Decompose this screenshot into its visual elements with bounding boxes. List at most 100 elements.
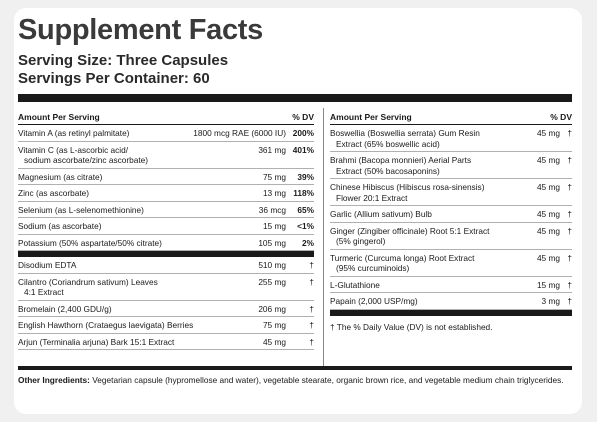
serving-size: Serving Size: Three Capsules <box>18 52 229 69</box>
daily-value: † <box>567 252 572 263</box>
ingredient-amount: 45 mg <box>536 209 560 219</box>
ingredient-name: Potassium (50% aspartate/50% citrate) <box>18 237 162 248</box>
daily-value: 401% <box>292 144 314 155</box>
ingredient-amount: 45 mg <box>536 128 560 138</box>
other-ingredients-label: Other Ingredients: <box>18 375 90 385</box>
section-divider-bar <box>330 309 572 316</box>
daily-value: † <box>567 182 572 192</box>
daily-value: 200% <box>292 128 314 138</box>
nutrient-list: Vitamin A (as retinyl palmitate) 1800 mcg… <box>18 125 314 251</box>
table-row: Zinc (as ascorbate) 13 mg 118% <box>18 185 314 202</box>
ingredient-amount: 361 mg <box>258 144 286 155</box>
ingredient-name: Disodium EDTA <box>18 260 77 270</box>
amount-per-serving-label: Amount Per Serving <box>18 112 100 122</box>
ingredient-amount: 75 mg <box>262 320 286 330</box>
ingredient-amount: 3 mg <box>541 296 560 306</box>
left-column: Amount Per Serving % DV Vitamin A (as re… <box>18 110 314 350</box>
ingredient-list: Disodium EDTA 510 mg † Cilantro (Coriandrum… <box>18 257 314 350</box>
dv-label: % DV <box>550 112 572 122</box>
ingredient-amount: 45 mg <box>536 182 560 192</box>
daily-value: † <box>567 279 572 290</box>
daily-value: 39% <box>297 171 314 182</box>
ingredient-amount: 15 mg <box>262 221 286 231</box>
left-column-header: Amount Per Serving % DV <box>18 110 314 125</box>
table-row: Ginger (Zingiber officinale) Root 5:1 Ex… <box>330 223 572 250</box>
ingredient-name: Garlic (Allium sativum) Bulb <box>330 209 432 219</box>
supplement-facts-panel <box>14 8 582 414</box>
daily-value: <1% <box>297 221 314 231</box>
daily-value: † <box>567 209 572 219</box>
ingredient-amount: 45 mg <box>536 225 560 236</box>
ingredient-amount: 206 mg <box>258 303 286 314</box>
daily-value: † <box>309 260 314 270</box>
table-row: L-Glutathione 15 mg † <box>330 277 572 293</box>
ingredient-name: Zinc (as ascorbate) <box>18 188 90 198</box>
daily-value: 65% <box>297 204 314 215</box>
daily-value: 118% <box>293 188 314 198</box>
daily-value: † <box>567 128 572 138</box>
daily-value: † <box>309 303 314 314</box>
daily-value: † <box>309 320 314 330</box>
ingredient-name: Magnesium (as citrate) <box>18 171 103 182</box>
ingredient-amount: 45 mg <box>536 155 560 165</box>
top-divider-bar <box>18 94 572 102</box>
table-row: Boswellia (Boswellia serrata) Gum Resin E… <box>330 125 572 152</box>
ingredient-name: Ginger (Zingiber officinale) Root 5:1 Ex… <box>330 225 490 247</box>
panel-title: Supplement Facts <box>18 14 263 46</box>
ingredient-name: Sodium (as ascorbate) <box>18 221 102 231</box>
daily-value: † <box>567 296 572 306</box>
section-divider-bar <box>18 251 314 257</box>
daily-value: † <box>309 336 314 347</box>
servings-per-container: Servings Per Container: 60 <box>18 70 210 87</box>
ingredient-amount: 510 mg <box>258 260 286 270</box>
daily-value: 2% <box>302 237 314 248</box>
ingredient-amount: 45 mg <box>536 252 560 263</box>
column-divider <box>323 108 324 366</box>
ingredient-name: Vitamin C (as L-ascorbic acid/sodium asc… <box>18 144 149 166</box>
ingredient-amount: 1800 mcg RAE (6000 IU) <box>193 128 286 138</box>
table-row: Selenium (as L-selenomethionine) 36 mcg 65… <box>18 202 314 218</box>
right-column-header: Amount Per Serving % DV <box>330 110 572 125</box>
ingredient-name: English Hawthorn (Crataegus laevigata) B… <box>18 320 194 330</box>
ingredient-amount: 15 mg <box>536 279 560 290</box>
ingredient-amount: 36 mcg <box>258 204 286 215</box>
table-row: Brahmi (Bacopa monnieri) Aerial Parts Ext… <box>330 152 572 179</box>
ingredient-name: Papain (2,000 USP/mg) <box>330 296 418 306</box>
ingredient-name: Bromelain (2,400 GDU/g) <box>18 303 112 314</box>
daily-value: † <box>567 225 572 236</box>
ingredient-name: Chinese Hibiscus (Hibiscus rosa-sinensis… <box>330 182 485 203</box>
ingredient-name: Cilantro (Coriandrum sativum) Leaves 4:1 … <box>18 276 158 298</box>
ingredient-amount: 13 mg <box>262 188 286 198</box>
ingredient-name: L-Glutathione <box>330 279 380 290</box>
ingredient-name: Brahmi (Bacopa monnieri) Aerial Parts Ext… <box>330 155 472 176</box>
ingredient-name: Turmeric (Curcuma longa) Root Extract (95… <box>330 252 475 274</box>
ingredient-amount: 255 mg <box>258 276 286 287</box>
table-row: Chinese Hibiscus (Hibiscus rosa-sinensis… <box>330 179 572 206</box>
ingredient-list: Boswellia (Boswellia serrata) Gum Resin E… <box>330 125 572 310</box>
other-ingredients-text: Vegetarian capsule (hypromellose and wat… <box>89 375 564 385</box>
table-row: Papain (2,000 USP/mg) 3 mg † <box>330 293 572 310</box>
table-row: Vitamin A (as retinyl palmitate) 1800 mcg… <box>18 125 314 142</box>
other-ingredients: Other Ingredients: Vegetarian capsule (h… <box>18 375 572 386</box>
bottom-divider-bar <box>18 366 572 370</box>
table-row: Arjun (Terminalia arjuna) Bark 15:1 Extr… <box>18 334 314 350</box>
right-column: Amount Per Serving % DV Boswellia (Boswe… <box>330 110 572 332</box>
table-row: Vitamin C (as L-ascorbic acid/sodium asc… <box>18 142 314 169</box>
table-row: Turmeric (Curcuma longa) Root Extract (95… <box>330 250 572 277</box>
table-row: Sodium (as ascorbate) 15 mg <1% <box>18 218 314 235</box>
daily-value: † <box>567 155 572 165</box>
ingredient-name: Selenium (as L-selenomethionine) <box>18 204 144 215</box>
ingredient-name: Arjun (Terminalia arjuna) Bark 15:1 Extr… <box>18 336 175 347</box>
dv-label: % DV <box>292 112 314 122</box>
ingredient-name: Vitamin A (as retinyl palmitate) <box>18 128 130 138</box>
dv-footnote: † The % Daily Value (DV) is not establis… <box>330 321 493 332</box>
table-row: Disodium EDTA 510 mg † <box>18 257 314 274</box>
ingredient-amount: 45 mg <box>262 336 286 347</box>
ingredient-amount: 75 mg <box>262 171 286 182</box>
table-row: Potassium (50% aspartate/50% citrate) 105… <box>18 235 314 251</box>
table-row: Garlic (Allium sativum) Bulb 45 mg † <box>330 206 572 223</box>
table-row: Bromelain (2,400 GDU/g) 206 mg † <box>18 301 314 317</box>
daily-value: † <box>309 276 314 287</box>
ingredient-amount: 105 mg <box>258 237 286 248</box>
table-row: Magnesium (as citrate) 75 mg 39% <box>18 169 314 185</box>
